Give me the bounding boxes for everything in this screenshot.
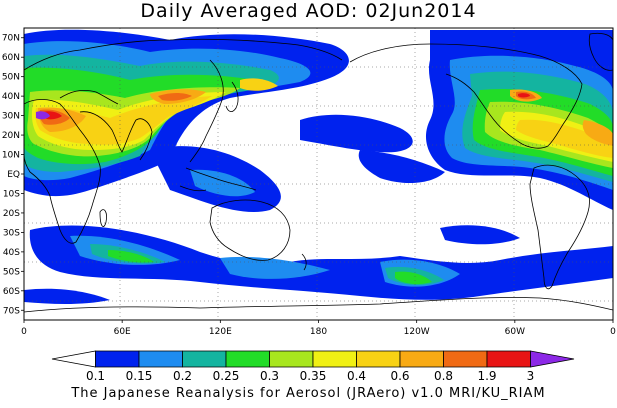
lat-label: 30N <box>2 112 20 122</box>
colorbar-tick-label: 0.2 <box>173 369 192 383</box>
lat-label: 40S <box>3 248 20 258</box>
lat-label: 70N <box>2 34 20 44</box>
lon-label: 120W <box>404 327 430 337</box>
lat-label: 20N <box>2 131 20 141</box>
colorbar-tick-label: 0.6 <box>390 369 409 383</box>
colorbar-segment <box>356 350 401 368</box>
lat-label: 40N <box>2 92 20 102</box>
colorbar-tick-label: 0.1 <box>86 369 105 383</box>
colorbar-segment <box>138 350 183 368</box>
colorbar-tick-label: 0.15 <box>126 369 153 383</box>
colorbar-segment <box>399 350 444 368</box>
lat-label: EQ <box>7 170 20 180</box>
lon-label: 0 <box>610 327 616 337</box>
colorbar-segment <box>443 350 488 368</box>
lon-label: 60E <box>114 327 131 337</box>
lat-label: 30S <box>3 228 20 238</box>
colorbar-tick-label: 0.4 <box>347 369 366 383</box>
colorbar-segment <box>486 350 531 368</box>
latitude-axis: 70N 60N 50N 40N 30N 20N 10N EQ 10S 20S 30S 40S 50S 60… <box>2 34 24 316</box>
colorbar-tick-label: 0.3 <box>260 369 279 383</box>
colorbar-segment <box>312 350 357 368</box>
lat-label: 60N <box>2 53 20 63</box>
lat-label: 20S <box>3 209 20 219</box>
colorbar-segment <box>95 350 140 368</box>
lat-label: 50N <box>2 73 20 83</box>
colorbar-tick-label: 1.9 <box>477 369 496 383</box>
lon-label: 180 <box>310 327 327 337</box>
colorbar-tick-label: 0.35 <box>300 369 327 383</box>
colorbar-segment <box>269 350 314 368</box>
longitude-axis: 0 60E 120E 180 120W 60W 0 <box>21 320 616 337</box>
colorbar-segment <box>182 350 227 368</box>
colorbar-segment <box>51 350 96 368</box>
lon-label: 0 <box>21 327 27 337</box>
lat-label: 50S <box>3 267 20 277</box>
lat-label: 10N <box>2 151 20 161</box>
aod-field <box>24 28 613 320</box>
lat-label: 70S <box>3 306 20 316</box>
footer-credit: The Japanese Reanalysis for Aerosol (JRA… <box>71 386 546 401</box>
colorbar-tick-label: 0.8 <box>434 369 453 383</box>
colorbar: 0.1 0.15 0.2 0.25 0.3 0.35 0.4 0.6 0.8 1.9 3 <box>51 350 575 383</box>
colorbar-tick-label: 3 <box>527 369 535 383</box>
colorbar-segment <box>225 350 270 368</box>
page-title: Daily Averaged AOD: 02Jun2014 <box>140 0 477 22</box>
lon-label: 120E <box>209 327 232 337</box>
colorbar-segment <box>530 350 575 368</box>
colorbar-tick-label: 0.25 <box>213 369 240 383</box>
lat-label: 60S <box>3 287 20 297</box>
lat-label: 10S <box>3 189 20 199</box>
lon-label: 60W <box>505 327 525 337</box>
